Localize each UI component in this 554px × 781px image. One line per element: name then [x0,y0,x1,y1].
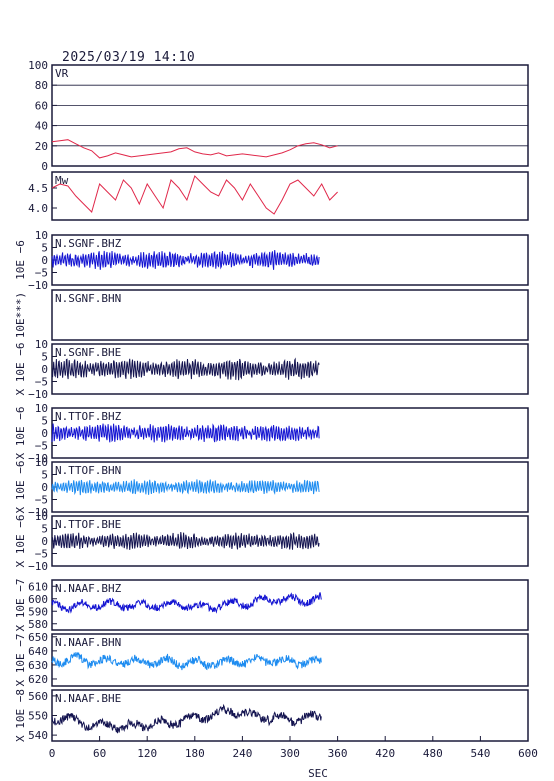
naaf-bhz-panel-trace [51,592,322,614]
naaf-bhz-panel-ytick-label: 610 [28,580,48,593]
ttof-bhe-panel-ytick-label: −10 [28,560,48,573]
naaf-bhn-panel-ytick-label: 640 [28,645,48,658]
xtick-label: 540 [470,747,490,760]
sgnf-bhe-panel-ytick-label: −5 [35,376,48,389]
naaf-bhz-panel-ytick-label: 590 [28,605,48,618]
ttof-bhn-panel-ylabel: X 10E −6 [14,461,27,514]
Mw-panel-ytick-label: 4.5 [28,182,48,195]
sgnf-bhn-panel-label: N.SGNF.BHN [55,292,121,305]
naaf-bhn-panel-ytick-label: 650 [28,631,48,644]
VR-panel-ytick-label: 60 [35,99,48,112]
ttof-bhe-panel-trace [51,531,320,550]
naaf-bhn-panel-trace [51,651,322,671]
naaf-bhz-panel-frame [51,579,529,631]
xtick-label: 120 [137,747,157,760]
ttof-bhz-panel-trace [51,423,320,443]
xtick-label: 600 [518,747,538,760]
sgnf-bhe-panel-ytick-label: −10 [28,388,48,401]
naaf-bhz-panel-ytick-label: 600 [28,593,48,606]
xtick-label: 60 [93,747,106,760]
VR-panel-ytick-label: 80 [35,79,48,92]
ttof-bhe-panel-ytick-label: −5 [35,548,48,561]
sgnf-bhe-panel-ylabel: X 10E −6 [14,343,27,396]
sgnf-bhz-panel-ytick-label: 5 [41,242,48,255]
naaf-bhe-panel-label: N.NAAF.BHE [55,692,121,705]
ttof-bhz-panel-ytick-label: 5 [41,415,48,428]
naaf-bhn-panel-frame [51,633,529,687]
sgnf-bhz-panel-ytick-label: 0 [41,254,48,267]
header-timestamp: 2025/03/19 14:10 [62,50,196,65]
VR-panel-trace [51,139,338,159]
ttof-bhe-panel-label: N.TTOF.BHE [55,518,121,531]
ttof-bhn-panel-ytick-label: 5 [41,469,48,482]
xtick-label: 180 [185,747,205,760]
sgnf-bhe-panel-ytick-label: 0 [41,363,48,376]
sgnf-bhn-panel-frame [51,289,529,341]
VR-panel-label: VR [55,67,69,80]
naaf-bhz-panel-label: N.NAAF.BHZ [55,582,122,595]
sgnf-bhe-panel-ytick-label: 10 [35,338,48,351]
sgnf-bhz-panel-ytick-label: −5 [35,267,48,280]
xtick-label: 300 [280,747,300,760]
VR-panel-ytick-label: 100 [28,59,48,72]
naaf-bhz-panel-ytick-label: 580 [28,618,48,631]
VR-panel-ytick-label: 40 [35,120,48,133]
naaf-bhn-panel-ytick-label: 620 [28,673,48,686]
sgnf-bhz-panel-trace [51,250,320,270]
VR-panel-ytick-label: 0 [41,160,48,173]
naaf-bhe-panel-ytick-label: 540 [28,729,48,742]
naaf-bhe-panel-frame [51,689,529,742]
Mw-panel-ytick-label: 4.0 [28,202,48,215]
Mw-panel-trace [51,175,338,215]
naaf-bhn-panel-ylabel: X 10E −7 [14,634,27,687]
naaf-bhe-panel-ylabel: X 10E −8 [14,689,27,742]
sgnf-bhz-panel-label: N.SGNF.BHZ [55,237,122,250]
sgnf-bhn-panel-ylabel: 10E***) [14,292,27,338]
naaf-bhe-panel-ytick-label: 550 [28,710,48,723]
ttof-bhz-panel-label: N.TTOF.BHZ [55,410,122,423]
ttof-bhz-panel-ylabel: X 10E −6 [14,407,27,460]
VR-panel-ytick-label: 20 [35,140,48,153]
ttof-bhn-panel-label: N.TTOF.BHN [55,464,121,477]
ttof-bhn-panel-ytick-label: 0 [41,481,48,494]
sgnf-bhe-panel-ytick-label: 5 [41,351,48,364]
sgnf-bhz-panel-ytick-label: 10 [35,229,48,242]
ttof-bhn-panel-ytick-label: 10 [35,456,48,469]
ttof-bhz-panel-ytick-label: 10 [35,402,48,415]
naaf-bhe-panel-trace [51,703,322,734]
ttof-bhn-panel-ytick-label: −5 [35,494,48,507]
sgnf-bhz-panel-ytick-label: −10 [28,279,48,292]
xtick-label: 240 [232,747,252,760]
x-axis-label: SEC [308,767,328,780]
ttof-bhn-panel-trace [51,479,320,496]
ttof-bhe-panel-ylabel: X 10E −6 [14,515,27,568]
ttof-bhe-panel-ytick-label: 5 [41,523,48,536]
ttof-bhe-panel-ytick-label: 10 [35,510,48,523]
ttof-bhz-panel-ytick-label: −10 [28,452,48,465]
Mw-panel-label: Mw [55,174,69,187]
naaf-bhn-panel-label: N.NAAF.BHN [55,636,121,649]
xtick-label: 480 [423,747,443,760]
naaf-bhe-panel-ytick-label: 560 [28,690,48,703]
xtick-label: 420 [375,747,395,760]
ttof-bhn-panel-ytick-label: −10 [28,506,48,519]
sgnf-bhz-panel-ylabel: 10E −6 [14,240,27,280]
sgnf-bhe-panel-trace [51,357,320,381]
xtick-label: 360 [328,747,348,760]
xtick-label: 0 [49,747,56,760]
naaf-bhn-panel-ytick-label: 630 [28,659,48,672]
ttof-bhz-panel-ytick-label: −5 [35,440,48,453]
ttof-bhe-panel-ytick-label: 0 [41,535,48,548]
ttof-bhz-panel-ytick-label: 0 [41,427,48,440]
naaf-bhz-panel-ylabel: X 10E −7 [14,579,27,632]
sgnf-bhe-panel-label: N.SGNF.BHE [55,346,121,359]
Mw-panel-frame [51,171,529,221]
VR-panel-frame [51,64,529,167]
